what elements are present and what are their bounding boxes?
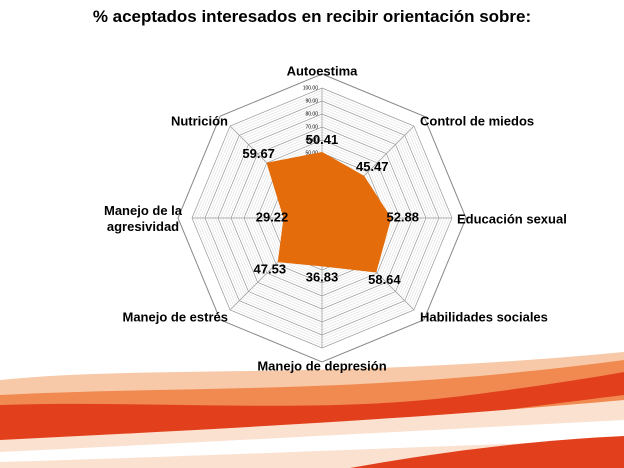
axis-label: Manejo de la agresividad: [88, 203, 198, 235]
value-label: 59.67: [242, 146, 275, 161]
value-label: 36.83: [306, 269, 339, 284]
value-label: 52.88: [386, 209, 419, 224]
axis-label: Nutrición: [171, 113, 228, 128]
r-tick-label: 70.00: [305, 124, 318, 130]
axis-label: Control de miedos: [420, 113, 534, 128]
axis-label: Autoestima: [287, 63, 359, 78]
axis-label: Manejo de estrés: [123, 309, 229, 324]
value-label: 29.22: [256, 209, 289, 224]
value-label: 58.64: [368, 272, 401, 287]
r-tick-label: 80.00: [305, 111, 318, 117]
axis-label: Habilidades sociales: [420, 309, 548, 324]
axis-label: Manejo de depresión: [257, 358, 386, 373]
value-label: 45.47: [356, 159, 389, 174]
axis-label: Educación sexual: [457, 211, 567, 226]
r-tick-label: 100.00: [303, 85, 319, 91]
r-tick-label: 90.00: [305, 98, 318, 104]
value-label: 50.41: [306, 132, 339, 147]
page: 0.0010.0020.0030.0040.0050.0060.0070.008…: [0, 0, 624, 468]
chart-title: % aceptados interesados en recibir orien…: [62, 6, 562, 27]
value-label: 47.53: [254, 262, 287, 277]
